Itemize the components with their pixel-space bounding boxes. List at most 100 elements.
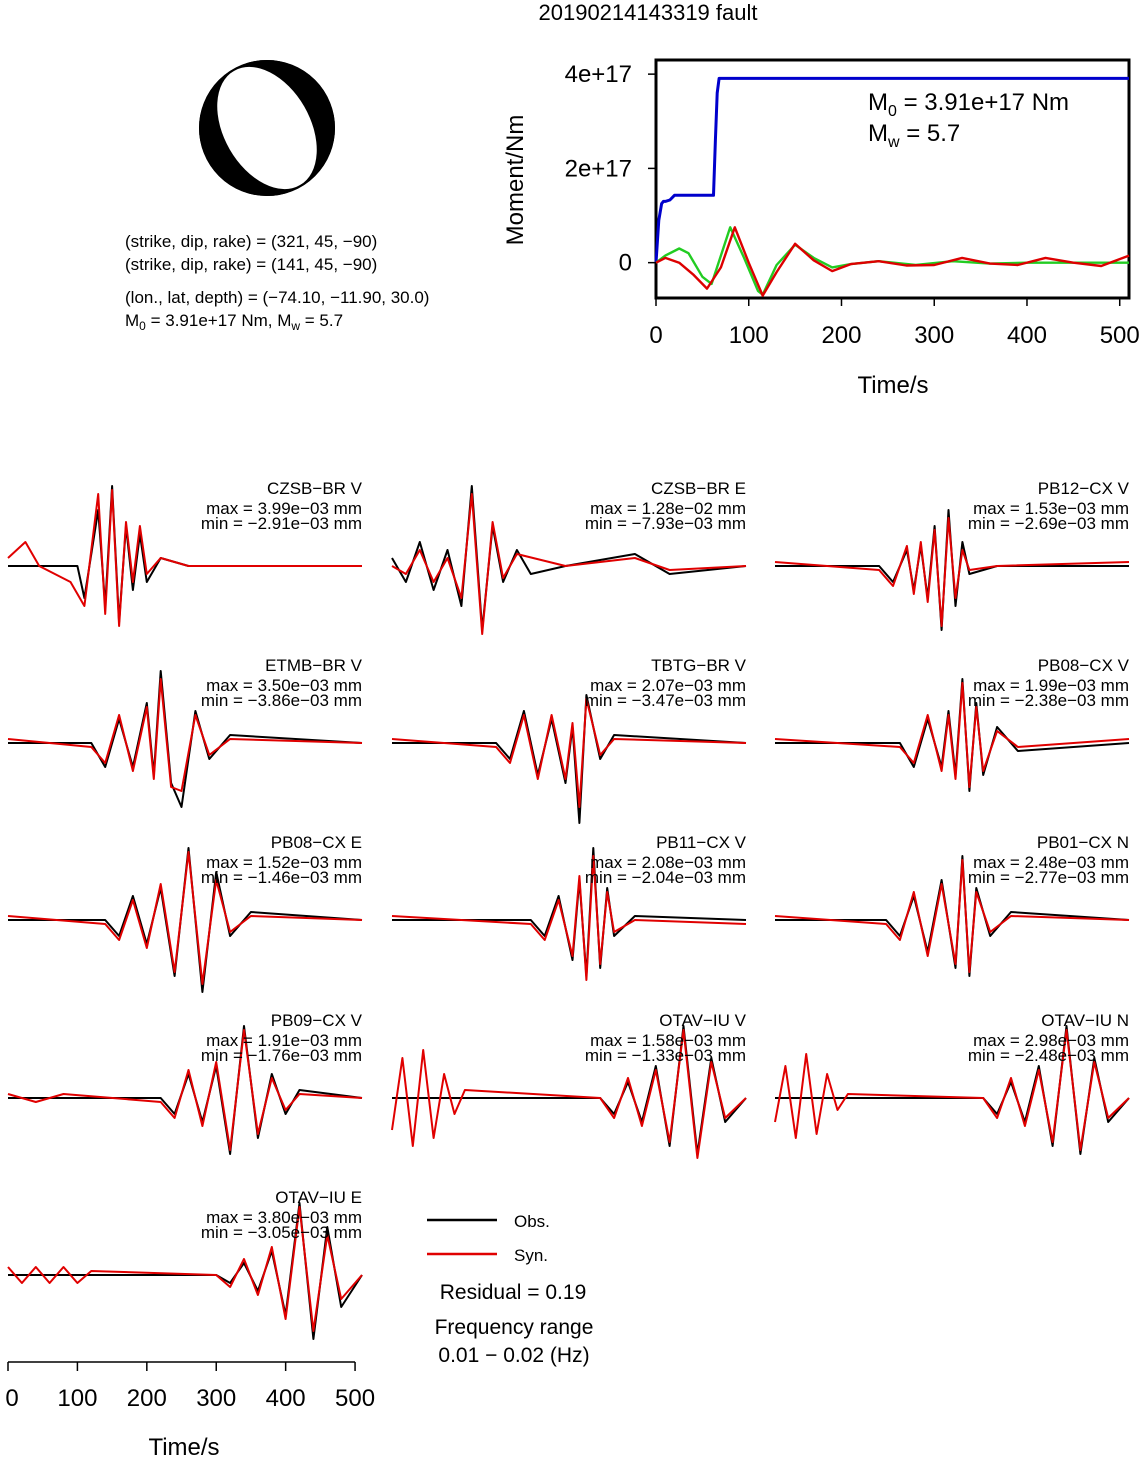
min-amplitude: min = −7.93e−03 mm (585, 514, 746, 533)
synthetic-trace (391, 698, 747, 808)
frequency-range: 0.01 − 0.02 (Hz) (438, 1344, 589, 1367)
synthetic-trace (391, 1029, 747, 1159)
max-amplitude: max = 3.80e−03 mm (206, 1208, 362, 1227)
waveform-x-tick-label: 0 (5, 1385, 18, 1412)
max-amplitude: max = 1.52e−03 mm (206, 853, 362, 872)
moment-y-tick-label: 0 (619, 250, 632, 277)
synthetic-trace (7, 678, 363, 792)
figure-title: 20190214143319 fault (539, 0, 758, 25)
synthetic-trace (7, 851, 363, 985)
station-label: PB01−CX N (1037, 833, 1129, 852)
max-amplitude: max = 2.07e−03 mm (590, 676, 746, 695)
moment-x-tick-label: 200 (821, 322, 861, 349)
moment-plot-frame (654, 58, 1131, 300)
synthetic-trace (7, 489, 362, 627)
location-depth: (lon., lat, depth) = (−74.10, −11.90, 30… (125, 288, 429, 307)
min-amplitude: min = −3.86e−03 mm (201, 691, 362, 710)
waveform-x-tick-label: 100 (57, 1385, 97, 1412)
min-amplitude: min = −2.69e−03 mm (968, 514, 1129, 533)
max-amplitude: max = 1.99e−03 mm (973, 676, 1129, 695)
moment-x-tick-label: 100 (729, 322, 769, 349)
strike-dip-rake-1: (strike, dip, rake) = (321, 45, −90) (125, 232, 377, 251)
station-label: CZSB−BR E (651, 479, 746, 498)
waveform-x-axis: 0 100 200 300 400 500 (5, 1361, 375, 1412)
residual-text: Residual = 0.19 (440, 1281, 587, 1304)
synthetic-trace (391, 493, 747, 635)
observed-trace (8, 1025, 363, 1155)
waveform-x-axis-label: Time/s (148, 1434, 219, 1458)
moment-x-axis-label: Time/s (857, 372, 928, 399)
legend-obs-label: Obs. (514, 1212, 550, 1231)
station-label: CZSB−BR V (267, 479, 363, 498)
moment-annotation-m0: M0 = 3.91e+17 Nm (868, 89, 1069, 120)
waveform-x-tick-label: 400 (266, 1385, 306, 1412)
observed-trace (775, 855, 1130, 977)
legend: Obs. Syn. Residual = 0.19 Frequency rang… (427, 1212, 593, 1367)
station-label: PB08−CX E (271, 833, 362, 852)
min-amplitude: min = −2.38e−03 mm (968, 691, 1129, 710)
station-label: ETMB−BR V (265, 656, 362, 675)
station-label: TBTG−BR V (651, 656, 747, 675)
synthetic-trace (774, 682, 1130, 788)
moment-x-tick-label: 400 (1007, 322, 1047, 349)
observed-trace (8, 847, 363, 993)
observed-trace (392, 694, 747, 824)
min-amplitude: min = −3.47e−03 mm (585, 691, 746, 710)
moment-x-tick-label: 300 (914, 322, 954, 349)
moment-series-line-2 (655, 226, 1130, 297)
max-amplitude: max = 1.28e−02 mm (590, 499, 746, 518)
synthetic-trace (7, 1029, 363, 1151)
moment-y-axis-label: Moment/Nm (502, 115, 529, 246)
waveform-x-tick-label: 200 (127, 1385, 167, 1412)
station-label: PB12−CX V (1038, 479, 1130, 498)
max-amplitude: max = 3.99e−03 mm (206, 499, 362, 518)
moment-series-line-0 (654, 76, 1129, 263)
max-amplitude: max = 3.50e−03 mm (206, 676, 362, 695)
max-amplitude: max = 2.98e−03 mm (973, 1031, 1129, 1050)
waveform-x-tick-label: 300 (196, 1385, 236, 1412)
beachball (199, 60, 335, 196)
waveform-x-tick-label: 500 (335, 1385, 375, 1412)
min-amplitude: min = −1.33e−03 mm (585, 1046, 746, 1065)
station-label: OTAV−IU N (1041, 1011, 1129, 1030)
station-label: OTAV−IU V (659, 1011, 746, 1030)
max-amplitude: max = 2.08e−03 mm (590, 853, 746, 872)
frequency-title: Frequency range (435, 1316, 594, 1339)
synthetic-trace (774, 1029, 1130, 1151)
min-amplitude: min = −2.77e−03 mm (968, 868, 1129, 887)
moment-annotation-mw: Mw = 5.7 (868, 120, 960, 151)
min-amplitude: min = −3.05e−03 mm (201, 1223, 362, 1242)
synthetic-trace (774, 517, 1130, 627)
moment-y-tick-label: 2e+17 (565, 155, 632, 182)
min-amplitude: min = −1.76e−03 mm (201, 1046, 362, 1065)
max-amplitude: max = 1.91e−03 mm (206, 1031, 362, 1050)
max-amplitude: max = 1.53e−03 mm (973, 499, 1129, 518)
min-amplitude: min = −2.04e−03 mm (585, 868, 746, 887)
min-amplitude: min = −2.48e−03 mm (968, 1046, 1129, 1065)
station-label: OTAV−IU E (275, 1188, 362, 1207)
moment-x-tick-label: 500 (1100, 322, 1140, 349)
station-label: PB11−CX V (656, 833, 747, 852)
station-label: PB09−CX V (271, 1011, 363, 1030)
synthetic-trace (774, 859, 1130, 973)
strike-dip-rake-2: (strike, dip, rake) = (141, 45, −90) (125, 255, 377, 274)
moment-x-tick-label: 0 (649, 322, 662, 349)
moment-function-chart: 0 100 200 300 400 500 0 2e+17 4e+17 Moment/Nm T… (502, 58, 1140, 399)
synthetic-trace (7, 1206, 363, 1332)
legend-syn-label: Syn. (514, 1246, 548, 1265)
synthetic-trace (391, 855, 747, 981)
